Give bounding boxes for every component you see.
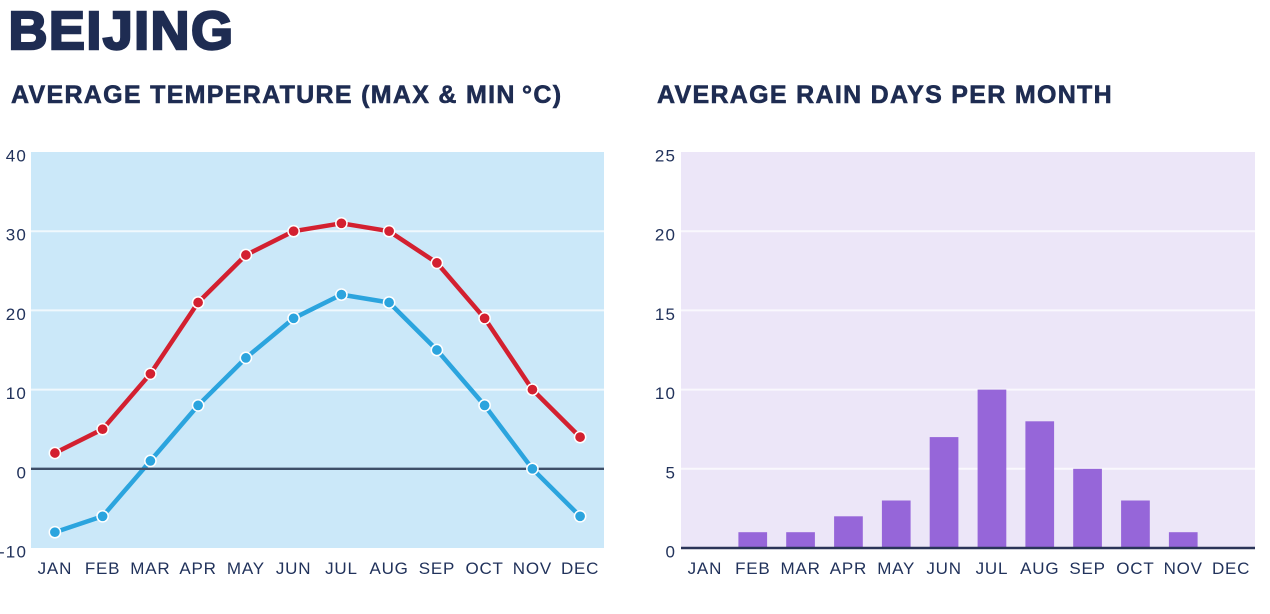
svg-text:JUN: JUN bbox=[276, 559, 311, 578]
svg-text:5: 5 bbox=[666, 463, 677, 482]
svg-text:AVERAGE RAIN DAYS PER MONTH: AVERAGE RAIN DAYS PER MONTH bbox=[657, 81, 1113, 109]
svg-text:OCT: OCT bbox=[1116, 559, 1154, 578]
svg-text:NOV: NOV bbox=[513, 559, 552, 578]
svg-text:DEC: DEC bbox=[1212, 559, 1250, 578]
svg-text:FEB: FEB bbox=[735, 559, 770, 578]
svg-text:AUG: AUG bbox=[1020, 559, 1059, 578]
svg-text:40: 40 bbox=[6, 147, 27, 166]
svg-text:APR: APR bbox=[830, 559, 867, 578]
svg-text:JUL: JUL bbox=[325, 559, 358, 578]
svg-text:JUN: JUN bbox=[926, 559, 961, 578]
svg-text:NOV: NOV bbox=[1164, 559, 1203, 578]
svg-text:20: 20 bbox=[6, 305, 27, 324]
svg-text:JAN: JAN bbox=[38, 559, 73, 578]
svg-text:BEIJING: BEIJING bbox=[9, 1, 235, 61]
svg-text:FEB: FEB bbox=[85, 559, 120, 578]
svg-text:SEP: SEP bbox=[1069, 559, 1105, 578]
svg-text:MAR: MAR bbox=[130, 559, 170, 578]
svg-text:-10: -10 bbox=[0, 543, 27, 562]
svg-text:JAN: JAN bbox=[688, 559, 723, 578]
svg-text:AVERAGE TEMPERATURE (MAX & MIN: AVERAGE TEMPERATURE (MAX & MIN °C) bbox=[11, 81, 562, 109]
svg-text:AUG: AUG bbox=[369, 559, 408, 578]
svg-text:DEC: DEC bbox=[561, 559, 599, 578]
svg-text:MAR: MAR bbox=[781, 559, 821, 578]
svg-text:SEP: SEP bbox=[419, 559, 455, 578]
svg-text:JUL: JUL bbox=[976, 559, 1009, 578]
svg-text:MAY: MAY bbox=[877, 559, 915, 578]
svg-text:30: 30 bbox=[6, 226, 27, 245]
svg-text:10: 10 bbox=[6, 384, 27, 403]
svg-text:25: 25 bbox=[655, 147, 676, 166]
svg-text:15: 15 bbox=[655, 305, 676, 324]
svg-text:20: 20 bbox=[655, 226, 676, 245]
svg-text:MAY: MAY bbox=[227, 559, 265, 578]
svg-text:0: 0 bbox=[16, 463, 27, 482]
svg-text:OCT: OCT bbox=[465, 559, 503, 578]
svg-text:APR: APR bbox=[179, 559, 216, 578]
svg-text:10: 10 bbox=[655, 384, 676, 403]
svg-text:0: 0 bbox=[666, 543, 677, 562]
